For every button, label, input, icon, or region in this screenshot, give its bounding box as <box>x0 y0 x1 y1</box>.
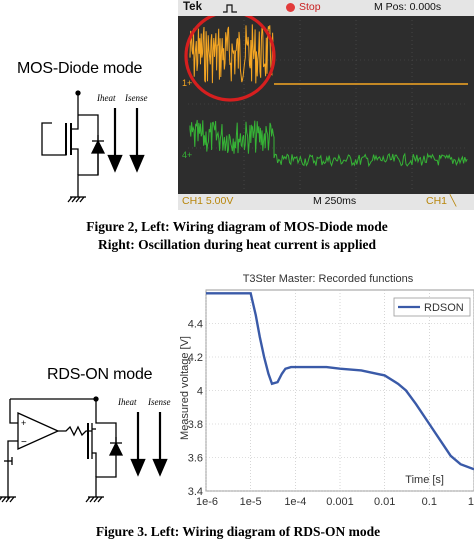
trigger-pulse-icon <box>223 4 237 13</box>
scope-trigger: CH1 ╲ <box>426 195 457 207</box>
iheat-label-fig3: Iheat <box>118 397 137 407</box>
y-axis-label: Measured voltage [V] <box>179 336 191 440</box>
scope-run-state: Stop <box>299 1 321 13</box>
x-axis-label: Time [s] <box>405 474 444 486</box>
mos-diode-wiring-diagram <box>41 90 106 203</box>
ch4-noise-trace <box>189 119 468 168</box>
figure3-caption-partial: Figure 3. Left: Wiring diagram of RDS-ON… <box>95 524 381 539</box>
x-tick-label: 1e-6 <box>196 496 218 508</box>
ch1-marker: 1+ <box>182 78 192 88</box>
x-tick-label: 0.1 <box>422 496 437 508</box>
scope-settings-bar: CH1 5.00V M 250ms CH1 ╲ <box>178 194 474 210</box>
isense-label-fig3: Isense <box>148 397 171 407</box>
y-tick-label: 3.8 <box>188 419 203 431</box>
figure2-caption-line1: Figure 2, Left: Wiring diagram of MOS-Di… <box>86 219 388 234</box>
x-tick-label: 0.001 <box>326 496 354 508</box>
y-tick-label: 3.4 <box>188 486 203 498</box>
x-tick-label: 1e-5 <box>240 496 262 508</box>
x-tick-label: 1e-4 <box>284 496 306 508</box>
mos-diode-mode-title: MOS-Diode mode <box>17 60 143 77</box>
scope-timebase: M 250ms <box>313 195 357 207</box>
scope-waveforms: 1+ 4+ <box>182 16 468 190</box>
y-tick-label: 4.4 <box>188 319 203 331</box>
rds-on-mode-title: RDS-ON mode <box>47 366 153 383</box>
svg-text:−: − <box>21 437 27 448</box>
ch1-scale: CH1 5.00V <box>182 195 234 207</box>
ch1-oscillation-trace <box>189 24 274 84</box>
y-tick-label: 3.6 <box>188 453 203 465</box>
svg-text:+: + <box>21 418 26 428</box>
scope-position: M Pos: 0.000s <box>374 1 442 13</box>
t3ster-recorded-functions-chart: T3Ster Master: Recorded functions 3.4 3.6… <box>179 273 474 508</box>
rds-on-wiring-diagram: + − <box>0 396 124 503</box>
oscilloscope-screenshot: Tek Stop M Pos: 0.000s 1+ 4+ CH1 5.00V M… <box>178 0 474 210</box>
scope-status-bar: Tek Stop M Pos: 0.000s <box>178 0 474 16</box>
iheat-label-fig2: Iheat <box>97 93 116 103</box>
oscillation-highlight-circle <box>184 16 276 102</box>
figure2-caption-line2: Right: Oscillation during heat current i… <box>97 237 377 252</box>
y-tick-label: 4.2 <box>188 352 203 364</box>
rdson-series-line <box>206 292 474 471</box>
isense-label-fig2: Isense <box>125 93 148 103</box>
stop-indicator-icon <box>286 3 295 12</box>
y-tick-label: 4 <box>197 386 203 398</box>
x-tick-label: 0.01 <box>374 496 395 508</box>
chart-legend: RDSON <box>393 297 471 317</box>
current-arrows-fig3 <box>130 412 168 477</box>
x-tick-label: 1 <box>468 496 474 508</box>
legend-label: RDSON <box>424 302 464 314</box>
ch4-marker: 4+ <box>182 150 192 160</box>
current-arrows-fig2 <box>107 108 145 173</box>
scope-brand: Tek <box>183 1 202 13</box>
chart-title: T3Ster Master: Recorded functions <box>243 273 414 285</box>
